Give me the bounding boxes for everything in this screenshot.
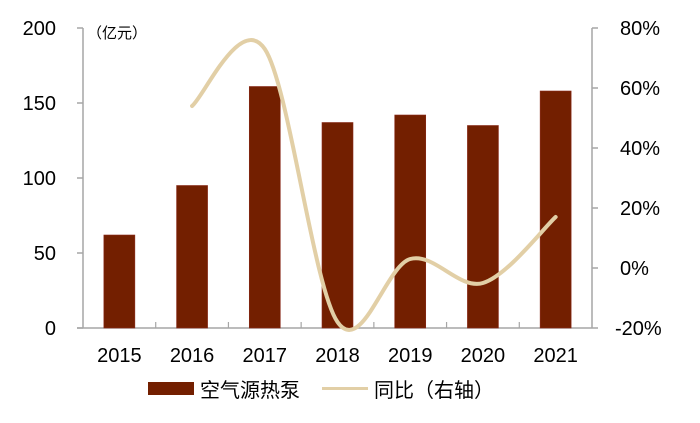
bar-2021 — [539, 90, 572, 329]
x-axis-tick-label: 2015 — [97, 345, 142, 367]
right-axis-tick-label: 60% — [620, 78, 660, 100]
legend: 空气源热泵 同比（右轴） — [148, 374, 516, 403]
x-axis-tick-label: 2021 — [533, 345, 578, 367]
bar-2017 — [248, 86, 281, 329]
legend-bar-swatch-icon — [148, 382, 194, 395]
right-axis-tick-label: 80% — [620, 18, 660, 40]
legend-line-swatch-icon — [322, 387, 368, 390]
bar-series — [103, 86, 572, 329]
right-axis-tick-label: 20% — [620, 198, 660, 220]
bar-2019 — [394, 114, 427, 329]
right-axis-tick-label: 40% — [620, 138, 660, 160]
x-axis-tick-label: 2017 — [243, 345, 288, 367]
left-axis-tick-label: 100 — [23, 168, 56, 190]
left-axis-tick-label: 150 — [23, 93, 56, 115]
bar-2020 — [467, 125, 499, 329]
x-axis-tick-label: 2020 — [461, 345, 506, 367]
legend-bar-label: 空气源热泵 — [200, 378, 300, 402]
left-axis: 0 50 100 150 200 — [23, 18, 84, 340]
bar-2015 — [103, 234, 136, 329]
x-axis-tick-label: 2018 — [315, 345, 360, 367]
right-axis: -20% 0% 20% 40% 60% 80% — [591, 18, 662, 340]
legend-line-label: 同比（右轴） — [374, 378, 494, 402]
left-axis-unit-label: （亿元） — [87, 24, 147, 42]
x-axis-tick-label: 2016 — [170, 345, 215, 367]
left-axis-tick-label: 50 — [34, 243, 56, 265]
legend-item-bar: 空气源热泵 — [148, 374, 300, 403]
bar-2016 — [176, 185, 208, 329]
yoy-line-series — [190, 38, 558, 332]
left-axis-tick-label: 200 — [23, 18, 56, 40]
x-axis-tick-label: 2019 — [388, 345, 433, 367]
x-axis: 2015 2016 2017 2018 2019 2020 2021 — [77, 322, 592, 367]
right-axis-tick-label: -20% — [615, 318, 662, 340]
legend-item-line: 同比（右轴） — [322, 374, 494, 403]
right-axis-tick-label: 0% — [620, 258, 649, 280]
left-axis-tick-label: 0 — [45, 318, 56, 340]
